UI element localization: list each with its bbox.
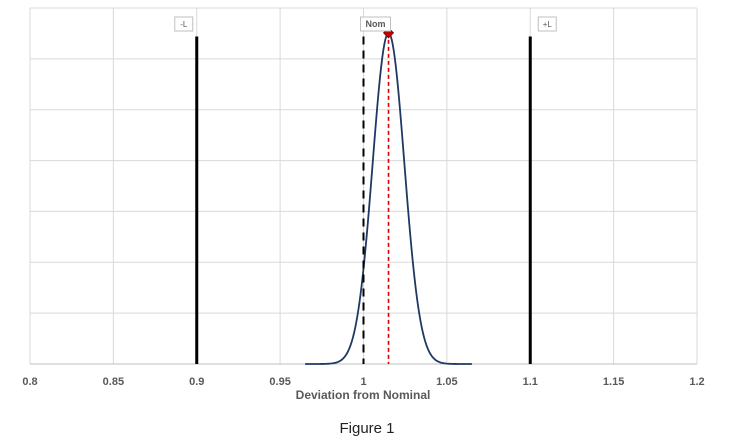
x-tick-label: 1.05 [436, 376, 457, 388]
chart-area: -L Nom +L 0.8 0.85 0.9 0.95 1 1.05 1.1 1.15 1.2 De… [22, 7, 705, 402]
svg-text:Nom: Nom [366, 19, 386, 29]
x-tick-label: 0.85 [103, 376, 124, 388]
x-axis-title: Deviation from Nominal [296, 388, 431, 402]
x-tick-label: 1 [360, 376, 366, 388]
x-tick-label: 1.1 [523, 376, 538, 388]
figure-caption: Figure 1 [339, 420, 395, 437]
x-tick-label: 1.2 [689, 376, 704, 388]
callout-minus-l: -L [174, 16, 194, 32]
x-tick-label: 0.9 [189, 376, 204, 388]
x-tick-label: 0.95 [269, 376, 290, 388]
svg-text:-L: -L [180, 20, 188, 29]
x-tick-label: 1.15 [603, 376, 624, 388]
callout-nom: Nom [360, 16, 391, 32]
chart-svg: -L Nom +L 0.8 0.85 0.9 0.95 1 1.05 1.1 1.15 1.2 De… [22, 7, 705, 402]
x-tick-label: 0.8 [22, 376, 37, 388]
svg-text:+L: +L [543, 20, 553, 29]
callout-plus-l: +L [537, 16, 557, 32]
